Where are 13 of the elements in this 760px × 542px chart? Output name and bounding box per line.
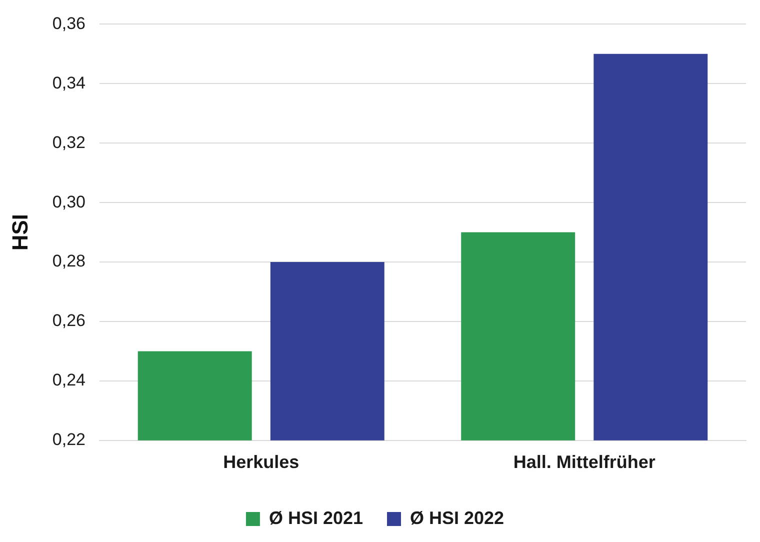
y-tick-label: 0,24 — [52, 370, 86, 390]
legend-label: Ø HSI 2021 — [268, 508, 364, 528]
y-tick-label: 0,36 — [52, 14, 86, 33]
y-tick-label: 0,26 — [52, 311, 86, 330]
y-axis-title: HSI — [7, 214, 32, 251]
x-tick-label: Hall. Mittelfrüher — [513, 452, 656, 472]
y-tick-label: 0,32 — [52, 132, 86, 152]
y-tick-label: 0,22 — [52, 430, 86, 450]
y-tick-label: 0,34 — [52, 73, 86, 92]
y-tick-label: 0,28 — [52, 252, 86, 271]
legend-label: Ø HSI 2022 — [410, 508, 504, 528]
x-tick-label: Herkules — [223, 452, 300, 472]
y-tick-label: 0,30 — [52, 192, 86, 212]
